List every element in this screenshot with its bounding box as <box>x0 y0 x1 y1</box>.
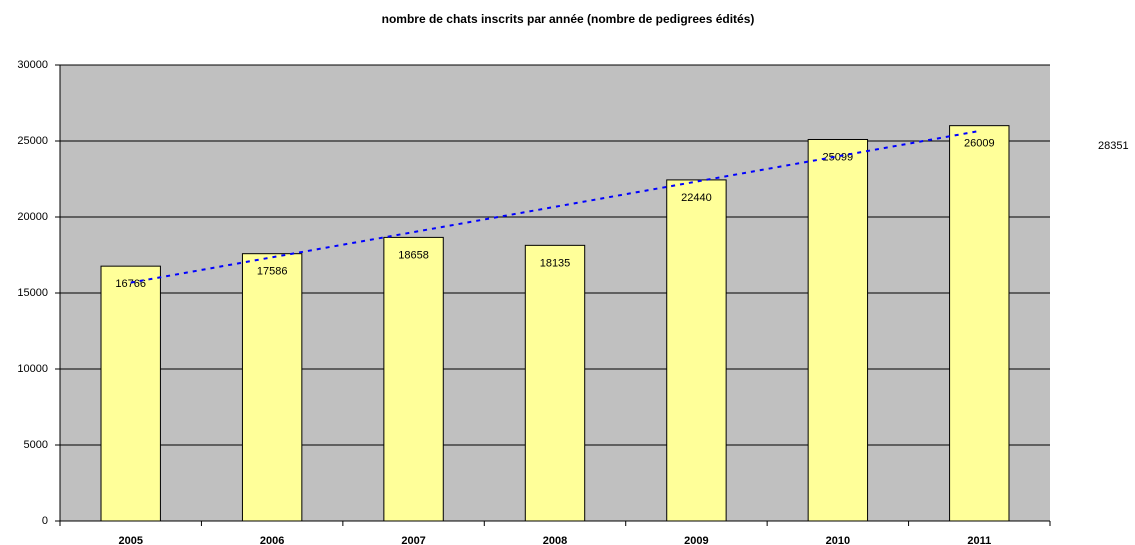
y-tick-label: 5000 <box>24 439 48 451</box>
x-tick-label: 2006 <box>260 535 284 545</box>
y-tick-label: 20000 <box>17 211 48 223</box>
bar <box>666 179 727 522</box>
bar <box>383 236 444 522</box>
y-tick-label: 25000 <box>17 135 48 147</box>
data-label: 22440 <box>681 192 712 204</box>
y-tick-label: 15000 <box>17 287 48 299</box>
x-tick-label: 2005 <box>118 535 142 545</box>
x-tick-label: 2009 <box>684 535 708 545</box>
data-label: 26009 <box>964 138 995 150</box>
x-tick-label: 2007 <box>401 535 425 545</box>
bar <box>241 253 303 522</box>
y-tick-label: 0 <box>42 515 48 527</box>
y-tick-label: 10000 <box>17 363 48 375</box>
x-tick-label: 2010 <box>826 535 850 545</box>
data-label: 25099 <box>823 151 854 163</box>
y-tick-label: 30000 <box>17 59 48 71</box>
bar <box>949 125 1010 522</box>
annotation: 28351 <box>1098 140 1129 152</box>
data-label: 18135 <box>540 257 571 269</box>
x-tick-label: 2011 <box>967 535 991 545</box>
bar <box>524 244 586 522</box>
data-label: 17586 <box>257 266 288 278</box>
data-label: 16766 <box>115 278 146 290</box>
x-tick-label: 2008 <box>543 535 567 545</box>
bar <box>807 138 869 522</box>
bar <box>100 265 161 522</box>
data-label: 18658 <box>398 249 429 261</box>
chart-title: nombre de chats inscrits par année (nomb… <box>382 12 755 26</box>
